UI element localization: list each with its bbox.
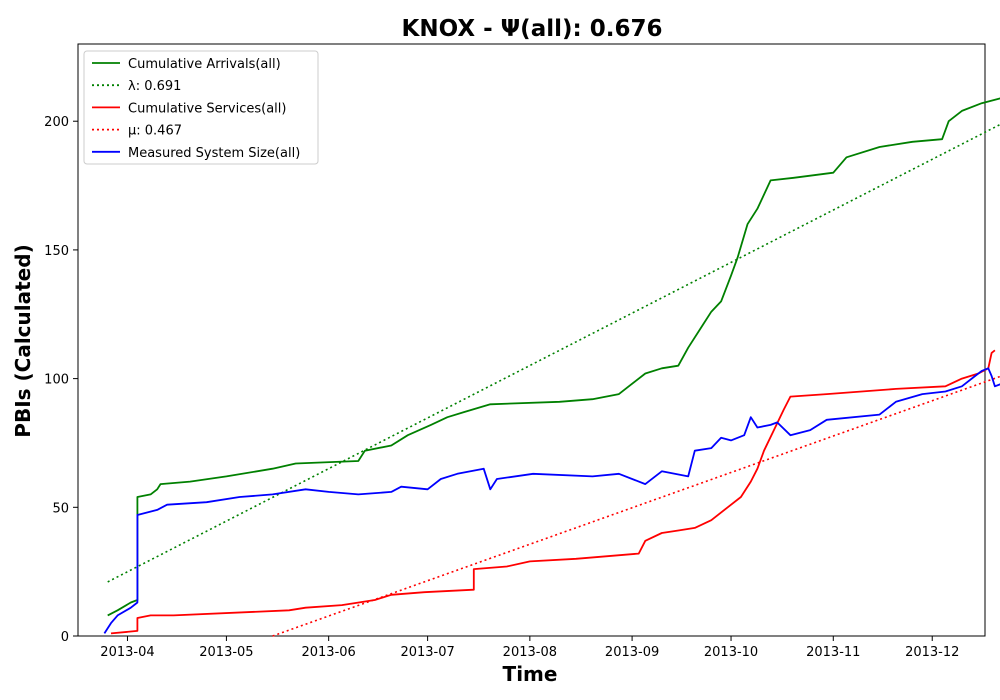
series-layer: [103, 97, 1000, 637]
y-axis: 0 50 100 150 200: [44, 115, 78, 645]
plot-area: [77, 43, 986, 637]
y-tick-label: 0: [61, 630, 69, 645]
y-tick-label: 50: [52, 501, 69, 516]
x-tick-label: 2013-05: [199, 645, 253, 660]
legend-label-5: Measured System Size(all): [128, 146, 300, 161]
legend-label-2: λ: 0.691: [128, 79, 181, 94]
legend-label-4: μ: 0.467: [128, 124, 182, 139]
series-line-3: [110, 349, 996, 635]
x-tick-label: 2013-10: [704, 645, 758, 660]
x-axis: 2013-04 2013-05 2013-06 2013-07 2013-08 2013-…: [100, 636, 959, 660]
legend-frame: [83, 50, 319, 165]
y-axis-label: PBIs (Calculated): [11, 244, 35, 437]
series-line-5: [103, 367, 1000, 634]
legend-label-1: Cumulative Arrivals(all): [128, 57, 281, 72]
x-tick-label: 2013-07: [400, 645, 454, 660]
y-tick-label: 100: [44, 373, 69, 388]
legend-label-3: Cumulative Services(all): [128, 101, 286, 116]
x-axis-label: Time: [503, 662, 558, 686]
x-tick-label: 2013-04: [100, 645, 154, 660]
series-line-2: [107, 123, 1000, 583]
x-tick-label: 2013-06: [301, 645, 355, 660]
legend: Cumulative Arrivals(all) λ: 0.691 Cumulati…: [83, 50, 319, 165]
chart-title: KNOX - Ψ(all): 0.676: [402, 16, 663, 42]
x-tick-label: 2013-08: [503, 645, 557, 660]
x-tick-label: 2013-11: [806, 645, 860, 660]
y-tick-label: 150: [44, 244, 69, 259]
y-tick-label: 200: [44, 115, 69, 130]
series-line-1: [107, 97, 1000, 617]
x-tick-label: 2013-09: [605, 645, 659, 660]
x-tick-label: 2013-12: [905, 645, 959, 660]
series-line-4: [272, 375, 1000, 637]
